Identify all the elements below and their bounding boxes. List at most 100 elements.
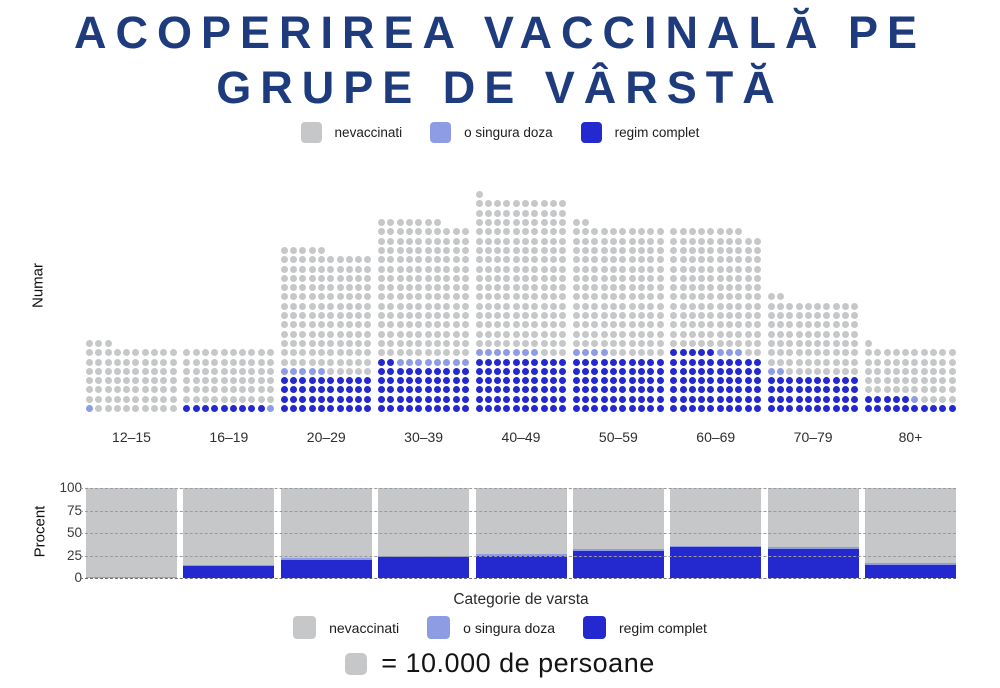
person-dot (308, 293, 316, 301)
person-dot (415, 284, 423, 292)
person-dot (637, 256, 645, 264)
person-dot (443, 302, 451, 310)
person-dot (433, 274, 441, 282)
person-dot (851, 312, 859, 320)
person-dot (521, 237, 529, 245)
person-dot (248, 405, 256, 412)
person-dot (637, 293, 645, 301)
person-dot (600, 349, 608, 357)
person-dot (795, 321, 803, 329)
person-dot (744, 246, 752, 254)
person-dot (396, 330, 404, 338)
person-dot (698, 339, 706, 347)
person-dot (141, 358, 149, 366)
person-dot (387, 349, 395, 357)
person-dot (883, 395, 891, 403)
person-dot (600, 237, 608, 245)
person-dot (823, 358, 831, 366)
x-axis-label-30–39: 30–39 (404, 429, 444, 445)
dot-row (865, 367, 956, 375)
person-dot (280, 395, 288, 403)
person-dot (670, 265, 678, 273)
person-dot (920, 386, 928, 394)
person-dot (141, 377, 149, 385)
person-dot (183, 405, 191, 412)
person-dot (317, 312, 325, 320)
person-dot (647, 284, 655, 292)
person-dot (628, 265, 636, 273)
person-dot (637, 228, 645, 236)
person-dot (308, 349, 316, 357)
dot-row (865, 386, 956, 394)
person-dot (572, 386, 580, 394)
person-dot (220, 405, 228, 412)
person-dot (336, 321, 344, 329)
person-dot (540, 302, 548, 310)
person-dot (637, 330, 645, 338)
person-dot (540, 265, 548, 273)
person-dot (424, 284, 432, 292)
dot-row (475, 191, 567, 199)
person-dot (461, 395, 469, 403)
percent-tick-label-100: 100 (59, 480, 82, 495)
person-dot (239, 405, 247, 412)
person-dot (290, 349, 298, 357)
person-dot (123, 367, 131, 375)
person-dot (726, 405, 734, 412)
person-dot (559, 265, 567, 273)
person-dot (902, 349, 910, 357)
person-dot (521, 219, 529, 227)
person-dot (151, 405, 159, 412)
person-dot (475, 302, 483, 310)
person-dot (549, 228, 557, 236)
person-dot (591, 358, 599, 366)
dot-row (378, 256, 469, 264)
person-dot (531, 293, 539, 301)
person-dot (290, 339, 298, 347)
dot-row (280, 284, 372, 292)
person-dot (484, 228, 492, 236)
person-dot (559, 330, 567, 338)
person-dot (540, 349, 548, 357)
person-dot (299, 284, 307, 292)
person-dot (396, 284, 404, 292)
person-dot (201, 358, 209, 366)
person-dot (735, 302, 743, 310)
dot-row (475, 209, 567, 217)
person-dot (670, 312, 678, 320)
person-dot (475, 330, 483, 338)
person-dot (345, 274, 353, 282)
person-dot (475, 284, 483, 292)
person-dot (726, 293, 734, 301)
person-dot (424, 302, 432, 310)
person-dot (95, 358, 103, 366)
person-dot (753, 339, 761, 347)
person-dot (336, 339, 344, 347)
person-dot (559, 237, 567, 245)
person-dot (151, 386, 159, 394)
dot-row (670, 284, 761, 292)
person-dot (512, 293, 520, 301)
legend-item-full: regim complet (582, 616, 707, 639)
person-dot (572, 330, 580, 338)
person-dot (503, 395, 511, 403)
person-dot (512, 312, 520, 320)
dot-row (280, 377, 372, 385)
person-dot (290, 405, 298, 412)
person-dot (443, 274, 451, 282)
person-dot (851, 377, 859, 385)
person-dot (670, 405, 678, 412)
person-dot (637, 367, 645, 375)
person-dot (364, 349, 372, 357)
person-dot (141, 367, 149, 375)
person-dot (494, 209, 502, 217)
person-dot (512, 200, 520, 208)
dot-row (86, 339, 177, 347)
person-dot (851, 339, 859, 347)
person-dot (656, 377, 664, 385)
person-dot (735, 237, 743, 245)
dot-row (572, 284, 664, 292)
person-dot (549, 302, 557, 310)
person-dot (531, 256, 539, 264)
person-dot (948, 358, 956, 366)
